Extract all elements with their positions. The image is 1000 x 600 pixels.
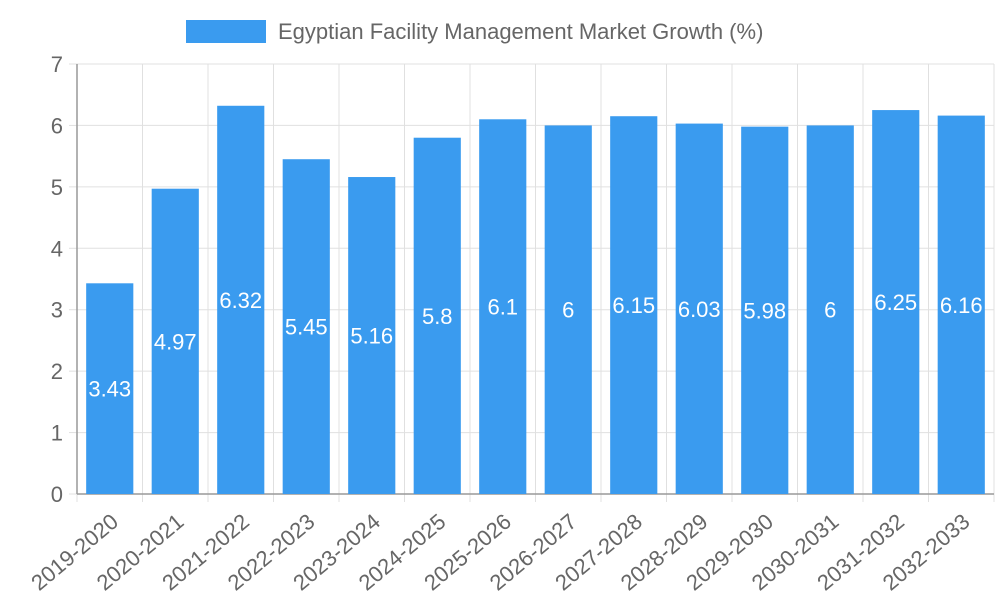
y-tick-label: 7 xyxy=(51,52,63,77)
bar-value-label: 6.25 xyxy=(874,290,917,315)
bar-2024-2025[interactable] xyxy=(413,137,461,494)
bar-value-label: 4.97 xyxy=(154,329,197,354)
bar-value-label: 3.43 xyxy=(88,377,131,402)
bar-value-label: 5.98 xyxy=(743,298,786,323)
bar-value-label: 6.32 xyxy=(219,288,262,313)
bar-value-label: 5.8 xyxy=(422,304,453,329)
bars xyxy=(86,105,985,495)
y-tick-label: 2 xyxy=(51,359,63,384)
bar-value-label: 5.16 xyxy=(350,324,393,349)
y-tick-label: 4 xyxy=(51,236,63,261)
grid xyxy=(76,63,995,502)
bar-2021-2022[interactable] xyxy=(217,105,265,495)
bar-2027-2028[interactable] xyxy=(610,116,658,494)
bar-2028-2029[interactable] xyxy=(675,123,723,494)
y-tick-label: 6 xyxy=(51,113,63,138)
y-tick-label: 0 xyxy=(51,482,63,507)
bar-value-label: 6.15 xyxy=(612,293,655,318)
x-axis-ticks: 2019-20202020-20212021-20222022-20232023… xyxy=(26,509,974,596)
bar-value-label: 5.45 xyxy=(285,315,328,340)
bar-2022-2023[interactable] xyxy=(282,159,330,494)
legend[interactable]: Egyptian Facility Management Market Grow… xyxy=(186,19,763,44)
y-axis-ticks: 0 1 2 3 4 5 6 7 xyxy=(51,52,63,507)
bar-value-label: 6 xyxy=(824,298,836,323)
legend-label: Egyptian Facility Management Market Grow… xyxy=(278,19,763,44)
bar-value-label: 6.03 xyxy=(678,297,721,322)
legend-swatch xyxy=(186,20,266,43)
bar-2032-2033[interactable] xyxy=(937,115,985,494)
bar-2030-2031[interactable] xyxy=(806,125,854,494)
bar-2025-2026[interactable] xyxy=(479,119,527,495)
bar-2020-2021[interactable] xyxy=(151,188,199,494)
bar-value-label: 6.16 xyxy=(940,293,983,318)
y-tick-label: 3 xyxy=(51,298,63,323)
bar-labels: 3.434.976.325.45 5.165.8 6.1 6 6.15 6.03 5.98 6… xyxy=(88,288,982,402)
y-tick-label: 1 xyxy=(51,421,63,446)
bar-2019-2020[interactable] xyxy=(86,283,134,494)
bar-2029-2030[interactable] xyxy=(741,126,789,495)
bar-2031-2032[interactable] xyxy=(872,110,920,495)
bar-value-label: 6 xyxy=(562,298,574,323)
y-tick-label: 5 xyxy=(51,175,63,200)
bar-2026-2027[interactable] xyxy=(544,125,592,494)
bar-value-label: 6.1 xyxy=(487,295,518,320)
bar-2023-2024[interactable] xyxy=(348,177,396,494)
